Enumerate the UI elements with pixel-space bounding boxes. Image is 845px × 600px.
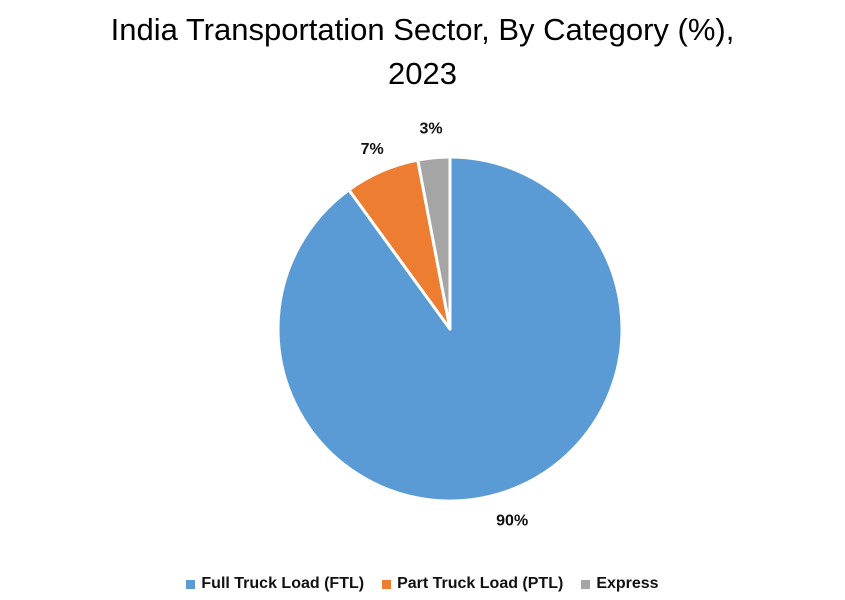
data-label-ptl: 7% (361, 141, 384, 158)
legend-label-ftl: Full Truck Load (FTL) (201, 575, 365, 592)
chart-title-line1: India Transportation Sector, By Category… (110, 12, 735, 47)
legend-item-express: Express (581, 575, 659, 593)
data-label-ftl: 90% (496, 512, 528, 529)
legend-label-ptl: Part Truck Load (PTL) (397, 575, 564, 592)
chart-title: India Transportation Sector, By Category… (0, 8, 845, 96)
legend-swatch-express (581, 579, 591, 589)
legend-item-ptl: Part Truck Load (PTL) (382, 575, 563, 593)
pie-slice-ftl (276, 155, 624, 503)
legend-swatch-ftl (186, 579, 196, 589)
legend: Full Truck Load (FTL) Part Truck Load (P… (0, 575, 845, 593)
data-label-express: 3% (419, 121, 442, 138)
pie-slice-express (416, 155, 452, 331)
legend-label-express: Express (596, 575, 659, 592)
legend-item-ftl: Full Truck Load (FTL) (186, 575, 364, 593)
chart-title-line2: 2023 (388, 56, 457, 91)
legend-swatch-ptl (382, 579, 392, 589)
